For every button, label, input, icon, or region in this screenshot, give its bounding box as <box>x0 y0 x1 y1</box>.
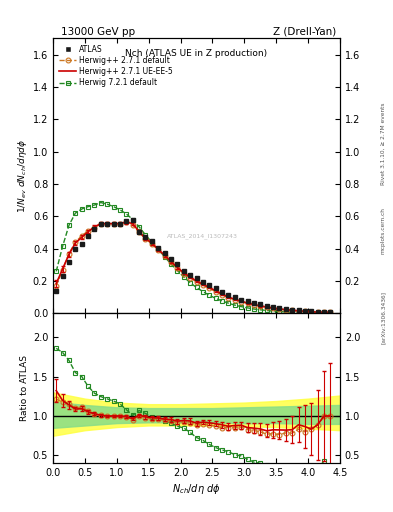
X-axis label: $N_{ch}/d\eta\ d\phi$: $N_{ch}/d\eta\ d\phi$ <box>172 482 221 497</box>
Text: ATLAS_2014_I1307243: ATLAS_2014_I1307243 <box>167 233 238 239</box>
Y-axis label: Ratio to ATLAS: Ratio to ATLAS <box>20 355 29 421</box>
Text: 13000 GeV pp: 13000 GeV pp <box>61 27 135 37</box>
Text: mcplots.cern.ch: mcplots.cern.ch <box>381 207 386 254</box>
Text: Rivet 3.1.10, ≥ 2.7M events: Rivet 3.1.10, ≥ 2.7M events <box>381 102 386 185</box>
Y-axis label: $1/N_{ev}\ dN_{ch}/d\eta d\phi$: $1/N_{ev}\ dN_{ch}/d\eta d\phi$ <box>16 139 29 213</box>
Text: Z (Drell-Yan): Z (Drell-Yan) <box>273 27 336 37</box>
Legend: ATLAS, Herwig++ 2.7.1 default, Herwig++ 2.7.1 UE-EE-5, Herwig 7.2.1 default: ATLAS, Herwig++ 2.7.1 default, Herwig++ … <box>57 42 175 90</box>
Text: Nch (ATLAS UE in Z production): Nch (ATLAS UE in Z production) <box>125 49 268 58</box>
Text: [arXiv:1306.3436]: [arXiv:1306.3436] <box>381 291 386 344</box>
